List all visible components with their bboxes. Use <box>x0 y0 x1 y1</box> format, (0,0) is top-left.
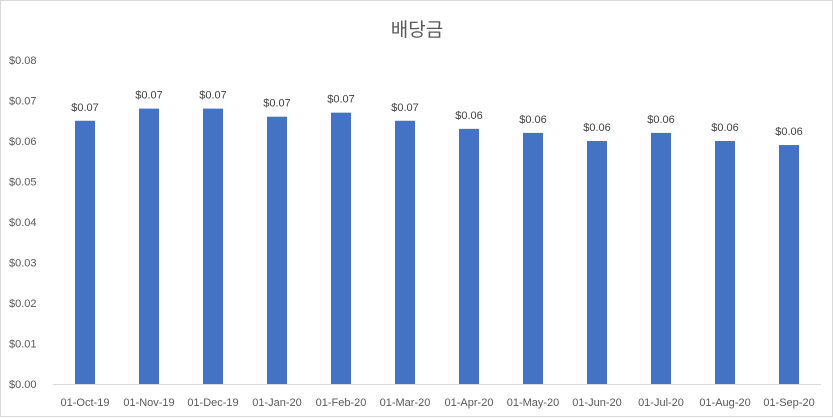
y-tick-label: $0.07 <box>9 96 37 108</box>
bar <box>779 145 799 384</box>
bar <box>75 120 95 384</box>
data-label: $0.06 <box>519 114 547 126</box>
y-tick-label: $0.03 <box>9 258 37 270</box>
y-tick-label: $0.02 <box>9 298 37 310</box>
x-tick-label: 01-Jan-20 <box>252 397 302 409</box>
x-tick-label: 01-Nov-19 <box>123 397 174 409</box>
bar <box>203 108 223 384</box>
data-label: $0.07 <box>199 90 227 102</box>
y-axis: $0.00 $0.01 $0.02 $0.03 $0.04 $0.05 $0.06 $0.07… <box>9 55 37 391</box>
chart-title: 배당금 <box>391 19 443 41</box>
bar <box>715 141 735 384</box>
x-tick-label: 01-Dec-19 <box>187 397 238 409</box>
data-label: $0.06 <box>647 114 675 126</box>
data-label: $0.07 <box>71 102 99 114</box>
bar <box>587 141 607 384</box>
bar <box>139 108 159 384</box>
x-tick-label: 01-Aug-20 <box>699 397 750 409</box>
bar <box>523 132 543 384</box>
data-label: $0.07 <box>263 98 291 110</box>
data-labels: $0.07 $0.07 $0.07 $0.07 $0.07 $0.07 $0.06 $0.06… <box>71 90 803 138</box>
y-tick-label: $0.00 <box>9 379 37 391</box>
data-label: $0.06 <box>583 122 611 134</box>
bar <box>267 116 287 384</box>
x-tick-label: 01-Mar-20 <box>380 397 431 409</box>
bar <box>459 128 479 384</box>
bar <box>331 112 351 385</box>
y-tick-label: $0.08 <box>9 55 37 67</box>
x-axis: 01-Oct-19 01-Nov-19 01-Dec-19 01-Jan-20 01-F… <box>53 384 821 409</box>
data-label: $0.06 <box>711 122 739 134</box>
x-tick-label: 01-May-20 <box>507 397 560 409</box>
x-tick-label: 01-Feb-20 <box>316 397 367 409</box>
y-tick-label: $0.05 <box>9 177 37 189</box>
x-tick-label: 01-Apr-20 <box>445 397 494 409</box>
x-tick-label: 01-Oct-19 <box>61 397 110 409</box>
data-label: $0.06 <box>455 110 483 122</box>
data-label: $0.07 <box>135 90 163 102</box>
x-tick-label: 01-Jun-20 <box>572 397 622 409</box>
y-tick-label: $0.06 <box>9 136 37 148</box>
data-label: $0.06 <box>775 126 803 138</box>
y-tick-label: $0.04 <box>9 217 37 229</box>
bar <box>395 120 415 384</box>
data-label: $0.07 <box>327 94 355 106</box>
bar <box>651 132 671 384</box>
x-tick-label: 01-Sep-20 <box>763 397 814 409</box>
data-label: $0.07 <box>391 102 419 114</box>
y-tick-label: $0.01 <box>9 339 37 351</box>
bar-series <box>75 108 799 385</box>
x-tick-label: 01-Jul-20 <box>638 397 684 409</box>
